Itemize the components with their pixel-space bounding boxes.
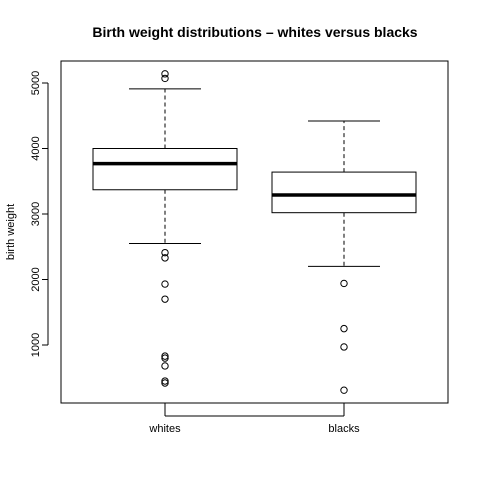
outlier-point xyxy=(161,377,169,385)
iqr-box xyxy=(92,148,238,191)
y-tick-label: 5000 xyxy=(30,71,42,95)
x-tick-label: whites xyxy=(148,423,181,435)
outlier-point xyxy=(161,248,169,257)
y-tick-label: 2000 xyxy=(30,267,42,291)
outlier-point xyxy=(161,354,169,362)
box-group-blacks xyxy=(271,120,417,394)
x-tick-label: blacks xyxy=(328,423,360,435)
outlier-point xyxy=(161,254,169,262)
outlier-point xyxy=(340,343,348,351)
y-tick-label: 1000 xyxy=(30,333,42,357)
outlier-point xyxy=(161,70,169,78)
outlier-point xyxy=(161,379,169,387)
outlier-point xyxy=(161,74,169,83)
y-axis-label: birth weight xyxy=(5,204,17,260)
chart-title: Birth weight distributions – whites vers… xyxy=(92,24,417,40)
outlier-point xyxy=(340,386,348,394)
boxplot-series xyxy=(92,70,417,394)
outlier-point xyxy=(161,362,169,370)
x-axis: whites blacks xyxy=(148,403,360,435)
outlier-point xyxy=(161,352,169,360)
outlier-point xyxy=(340,279,348,288)
y-tick-label: 4000 xyxy=(30,136,42,160)
outlier-point xyxy=(340,324,348,333)
outlier-point xyxy=(161,295,169,303)
y-tick-label: 3000 xyxy=(30,202,42,226)
iqr-box xyxy=(271,171,417,214)
y-axis: 1000 2000 3000 4000 5000 xyxy=(30,71,49,357)
box-group-whites xyxy=(92,70,238,387)
plot-frame xyxy=(60,60,449,404)
outlier-point xyxy=(161,280,169,288)
